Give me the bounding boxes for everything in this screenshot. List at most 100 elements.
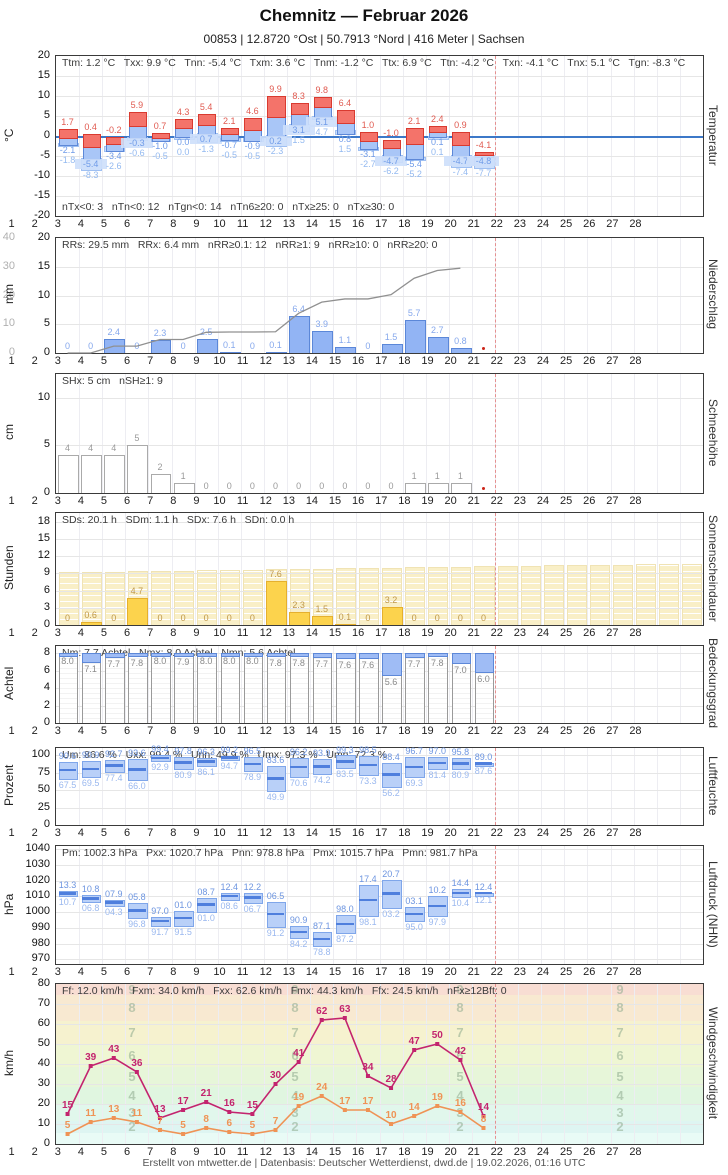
tmax-label: 0.7 — [153, 121, 167, 132]
x-axis-day-label: 15 — [328, 966, 342, 978]
grid-vline — [633, 646, 635, 723]
humidity-min-label: 73.3 — [359, 775, 377, 786]
x-axis-day-label: 13 — [282, 355, 295, 367]
grid-vline — [102, 748, 104, 825]
x-axis-day-label: 23 — [513, 725, 527, 737]
humidity-mean-line — [58, 768, 77, 772]
x-axis-day-label: 26 — [583, 218, 596, 230]
x-axis-day-label: 6 — [124, 1146, 131, 1158]
gusts-marker — [250, 1112, 255, 1116]
grid-vline — [518, 646, 520, 723]
y-axis-tick: 18 — [37, 514, 50, 527]
current-day-marker — [495, 513, 497, 625]
x-axis-day-label: 22 — [490, 966, 503, 978]
mean-wind-value-label: 11 — [85, 1108, 96, 1119]
mean-wind-marker — [365, 1108, 370, 1112]
grid-vline — [310, 846, 312, 964]
y-axis2-tick: 0 — [8, 346, 15, 358]
x-axis-day-label: 26 — [583, 966, 596, 978]
sunshine-value-label: 1.5 — [315, 604, 328, 615]
x-axis-day-label: 9 — [193, 218, 200, 230]
grid-vline — [656, 513, 658, 625]
x-axis-day-label: 17 — [375, 218, 388, 230]
grid-vline — [310, 374, 312, 493]
mean-wind-value-label: 17 — [362, 1096, 374, 1107]
precipitation-bar — [427, 337, 449, 353]
humidity-mean-line — [289, 765, 308, 769]
gusts-value-label: 34 — [362, 1062, 374, 1073]
humidity-max-label: 98.5 — [359, 745, 377, 756]
x-axis-day-label: 12 — [259, 355, 272, 367]
grid-vline — [194, 513, 196, 625]
y-axis-tick: 15 — [37, 69, 50, 81]
x-axis-day-label: 1 — [8, 827, 15, 839]
pressure-mean-line — [174, 916, 192, 920]
daylength-bar — [613, 564, 634, 625]
tmin-label: -4.7 — [444, 155, 477, 166]
grid-vline — [541, 646, 543, 723]
y-axis-tick: 25 — [37, 800, 50, 813]
daylength-bar — [497, 566, 518, 625]
mean-wind-marker — [296, 1104, 301, 1108]
cloud-value-label: 8.0 — [153, 656, 167, 666]
x-axis-day-label: 22 — [490, 495, 503, 507]
precipitation-value-label: 0 — [365, 341, 371, 351]
sunshine-value-label: 0.6 — [84, 609, 97, 620]
grid-vline — [148, 748, 150, 825]
precipitation-value-label: 0 — [65, 341, 71, 351]
grid-hline — [56, 590, 703, 592]
daylength-bar — [589, 564, 611, 625]
tmax-label: 9.9 — [269, 84, 282, 95]
cloud-cap — [405, 653, 425, 658]
x-axis-day-label: 5 — [100, 355, 108, 367]
pressure-mean-line — [359, 898, 377, 902]
tmax-label: 0.4 — [84, 122, 97, 133]
humidity-min-label: 87.6 — [474, 765, 493, 776]
y-axis-tick: 70 — [37, 997, 50, 1009]
x-axis-day-label: 14 — [305, 218, 319, 230]
humidity-max-label: 89.0 — [474, 751, 493, 762]
x-axis-day-label: 23 — [513, 827, 527, 839]
grid-vline — [171, 846, 173, 964]
pressure-min-label: 08.6 — [220, 900, 239, 911]
x-axis-day-label: 12 — [259, 725, 272, 737]
precipitation-value-label: 6.4 — [292, 304, 305, 315]
snow-value-label: 0 — [319, 481, 325, 491]
gusts-value-label: 14 — [477, 1102, 490, 1113]
tgmin-label: -1.8 — [59, 155, 76, 166]
panel-right-label: Sonnenscheindauer — [706, 514, 720, 622]
mean-wind-marker — [157, 1128, 162, 1132]
snow-value-label: 4 — [65, 442, 71, 453]
current-day-marker — [495, 238, 497, 353]
y-axis-tick: 980 — [31, 936, 50, 949]
grid-vline — [564, 513, 566, 625]
y-axis-tick: 0 — [43, 618, 50, 630]
grid-vline — [471, 646, 473, 723]
x-axis-day-label: 3 — [54, 355, 61, 367]
humidity-max-label: 96.7 — [405, 746, 423, 757]
tgmin-label: -1.3 — [198, 144, 214, 155]
y-axis2-tick: 10 — [2, 317, 15, 330]
sunshine-value-label: 0 — [411, 613, 417, 623]
x-axis-day-label: 10 — [213, 725, 226, 737]
gusts-marker — [319, 1018, 324, 1022]
daylength-bar — [150, 570, 172, 625]
daylength-bar — [451, 566, 472, 625]
snow-bar — [81, 454, 103, 493]
gusts-marker — [111, 1056, 116, 1060]
grid-hline — [56, 397, 703, 399]
grid-hline — [56, 912, 703, 914]
tmin-label: 5.1 — [305, 116, 338, 127]
x-axis-day-label: 18 — [398, 218, 411, 230]
cloud-value-label: 7.8 — [431, 657, 444, 668]
y-axis-tick: 10 — [37, 1117, 50, 1129]
grid-vline — [125, 374, 127, 493]
x-axis-day-label: 6 — [124, 966, 131, 978]
x-axis-day-label: 26 — [583, 627, 596, 639]
x-axis-day-label: 23 — [513, 495, 527, 507]
y-axis-tick: 0 — [43, 346, 50, 358]
pressure-mean-line — [104, 901, 123, 904]
mean-wind-value-label: 8 — [480, 1114, 487, 1125]
tgmin-label: -5.2 — [406, 168, 422, 179]
